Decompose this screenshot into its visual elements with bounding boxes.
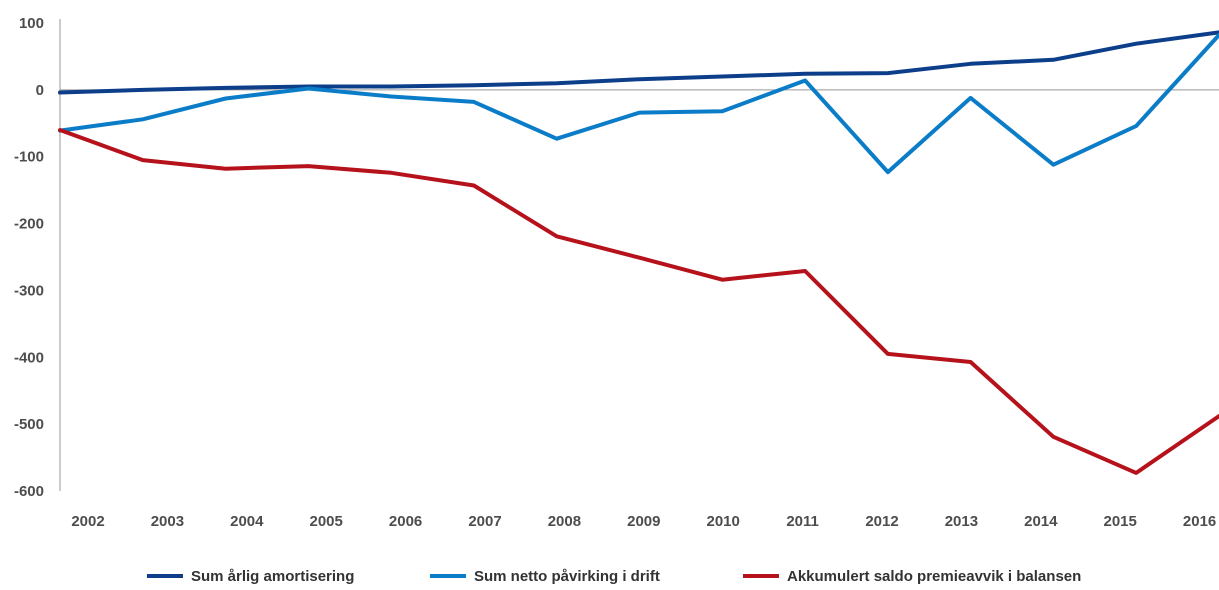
y-tick-label: -100 (14, 149, 44, 166)
x-axis-ticks: 2002 2003 2004 2005 2006 2007 2008 2009 2010 2011… (71, 513, 1216, 530)
x-tick-label: 2010 (707, 513, 740, 530)
x-tick-label: 2006 (389, 513, 422, 530)
y-tick-label: 0 (36, 82, 44, 99)
x-tick-label: 2012 (865, 513, 898, 530)
x-tick-label: 2011 (786, 513, 819, 530)
x-tick-label: 2003 (151, 513, 184, 530)
y-axis-ticks: 100 0 -100 -200 -300 -400 -500 -600 (14, 15, 44, 500)
y-tick-label: -500 (14, 416, 44, 433)
series-lines (58, 30, 1219, 475)
x-tick-label: 2002 (71, 513, 104, 530)
legend: Sum årlig amortisering Sum netto påvirkin… (147, 568, 1081, 585)
x-tick-label: 2008 (548, 513, 581, 530)
y-tick-label: -300 (14, 282, 44, 299)
legend-label-1: Sum årlig amortisering (191, 568, 354, 585)
x-tick-label: 2014 (1024, 513, 1058, 530)
legend-label-2: Sum netto påvirking i drift (474, 568, 660, 585)
series-line-2 (58, 33, 1219, 175)
x-tick-label: 2004 (230, 513, 264, 530)
x-tick-label: 2009 (627, 513, 660, 530)
x-tick-label: 2015 (1104, 513, 1137, 530)
y-tick-label: -400 (14, 349, 44, 366)
y-tick-label: -600 (14, 483, 44, 500)
x-tick-label: 2007 (468, 513, 501, 530)
series-line-1 (58, 30, 1219, 95)
x-tick-label: 2013 (945, 513, 978, 530)
x-tick-label: 2016 (1183, 513, 1216, 530)
legend-label-3: Akkumulert saldo premieavvik i balansen (787, 568, 1081, 585)
y-tick-label: -200 (14, 216, 44, 233)
y-tick-label: 100 (19, 15, 44, 32)
series-line-3 (58, 128, 1219, 475)
x-tick-label: 2005 (310, 513, 343, 530)
